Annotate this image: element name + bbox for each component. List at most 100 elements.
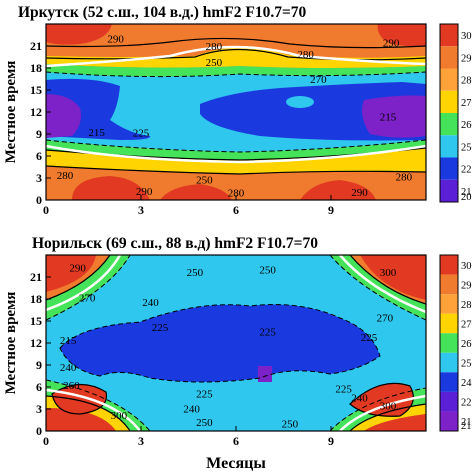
panel-1-y-ticks: 0 3 6 9 12 15 18 21 <box>30 39 51 207</box>
colorbar-label: 300 <box>461 261 472 272</box>
colorbar-label: 290 <box>461 280 472 291</box>
panel-1-title: Иркутск (52 с.ш., 104 в.д.) hmF2 F10.7=7… <box>18 4 307 21</box>
contour-label: 215 <box>380 111 397 123</box>
colorbar-segment <box>440 255 458 275</box>
colorbar-segment <box>440 294 458 314</box>
contour-label: 240 <box>60 362 77 374</box>
contour-label: 240 <box>351 392 368 404</box>
y-tick-label: 15 <box>30 314 42 328</box>
colorbar-segment <box>440 157 458 180</box>
y-tick-label: 3 <box>36 402 42 416</box>
contour-label: 300 <box>380 267 397 279</box>
x-tick-label: 3 <box>138 434 144 448</box>
contour-label: 225 <box>133 128 150 140</box>
y-tick-label: 9 <box>36 358 42 372</box>
colorbar-label: 260 <box>461 120 472 131</box>
contour-label: 280 <box>297 49 314 61</box>
panel-1-x-ticks: 0 3 6 9 <box>43 195 334 217</box>
panel-1-contour-labels: 290 280 250 280 290 270 215 215 225 250 280 290 280 2… <box>57 34 413 200</box>
panel-irkutsk: Иркутск (52 с.ш., 104 в.д.) hmF2 F10.7=7… <box>3 4 472 217</box>
panel-2-contour-labels: 290 250 250 300 270 240 270 225 225 225 215 240 260 2… <box>60 262 397 430</box>
contour-label: 240 <box>183 403 200 415</box>
x-tick-label: 3 <box>138 203 144 217</box>
colorbar-segment <box>440 372 458 392</box>
contour-label: 270 <box>377 312 394 324</box>
colorbar-label: 250 <box>461 359 472 370</box>
contour-label: 225 <box>196 389 213 401</box>
y-tick-label: 3 <box>36 171 42 185</box>
contour-label: 225 <box>152 322 169 334</box>
panel-2-title: Норильск (69 с.ш., 88 в.д) hmF2 F10.7=70 <box>32 235 318 252</box>
colorbar-label: 225 <box>461 165 472 176</box>
contour-label: 250 <box>187 267 204 279</box>
contour-label: 270 <box>310 74 327 86</box>
panel-2-y-axis-label: Местное время <box>3 292 19 395</box>
contour-label: 250 <box>196 417 213 429</box>
colorbar-label: 260 <box>461 339 472 350</box>
colorbar-segment <box>440 24 458 47</box>
colorbar-label: 240 <box>461 378 472 389</box>
panel-1-colorbar: 300 290 280 270 260 250 225 215205 <box>439 23 472 203</box>
contour-label: 225 <box>361 332 378 344</box>
colorbar-segment <box>440 135 458 158</box>
contour-label: 300 <box>380 400 397 412</box>
y-tick-label: 18 <box>30 61 42 75</box>
y-tick-label: 6 <box>36 380 42 394</box>
colorbar-label: 215 <box>461 417 472 428</box>
contour-label: 225 <box>259 326 276 338</box>
y-tick-label: 0 <box>36 193 42 207</box>
contour-label: 290 <box>383 37 400 49</box>
colorbar-segment <box>440 352 458 373</box>
contour-label: 270 <box>79 293 96 305</box>
contour-label: 225 <box>335 383 352 395</box>
panel-2-colorbar: 300 290 280 270 260 250 240 225 215210 <box>439 254 472 432</box>
contour-label: 290 <box>69 262 86 274</box>
colorbar-label: 250 <box>461 142 472 153</box>
x-tick-label: 6 <box>233 434 239 448</box>
contour-label: 250 <box>282 419 299 431</box>
colorbar-segment <box>440 411 458 431</box>
panel-norilsk: Норильск (69 с.ш., 88 в.д) hmF2 F10.7=70 <box>3 235 472 472</box>
y-tick-label: 12 <box>30 105 42 119</box>
contour-label: 290 <box>107 34 124 46</box>
contour-label: 250 <box>196 174 213 186</box>
colorbar-label: 280 <box>461 76 472 87</box>
contour-label: 215 <box>60 335 77 347</box>
panel-2-x-axis-label: Месяцы <box>206 455 266 472</box>
contour-label: 250 <box>259 265 276 277</box>
contour-label: 280 <box>206 41 223 53</box>
contour-label: 240 <box>142 297 159 309</box>
colorbar-label: 210 <box>461 421 472 432</box>
panel-2-x-ticks: 0 3 6 9 <box>43 426 334 448</box>
colorbar-segment <box>440 391 458 412</box>
colorbar-label: 280 <box>461 300 472 311</box>
colorbar-segment <box>440 274 458 295</box>
x-tick-label: 9 <box>328 434 334 448</box>
colorbar-segment <box>440 313 458 334</box>
y-tick-label: 6 <box>36 149 42 163</box>
colorbar-label: 300 <box>461 31 472 42</box>
x-tick-label: 9 <box>328 203 334 217</box>
colorbar-label: 270 <box>461 319 472 330</box>
colorbar-segment <box>440 333 458 353</box>
y-tick-label: 21 <box>30 39 42 53</box>
colorbar-label: 205 <box>461 192 472 203</box>
contour-label: 290 <box>136 186 153 198</box>
colorbar-label: 270 <box>461 98 472 109</box>
contour-label: 280 <box>228 188 245 200</box>
colorbar-segment <box>440 179 458 202</box>
contour-label: 280 <box>57 170 74 182</box>
colorbar-frame <box>439 23 459 203</box>
y-tick-label: 15 <box>30 83 42 97</box>
contour-label: 280 <box>396 172 413 184</box>
colorbar-label: 215 <box>461 187 472 198</box>
x-tick-label: 0 <box>43 203 49 217</box>
contour-label: 290 <box>351 187 368 199</box>
panel-1-y-axis-label: Местное время <box>3 61 19 164</box>
y-tick-label: 18 <box>30 292 42 306</box>
y-tick-label: 9 <box>36 127 42 141</box>
colorbar-segment <box>440 68 458 91</box>
colorbar-segment <box>440 90 458 113</box>
y-tick-label: 0 <box>36 424 42 438</box>
